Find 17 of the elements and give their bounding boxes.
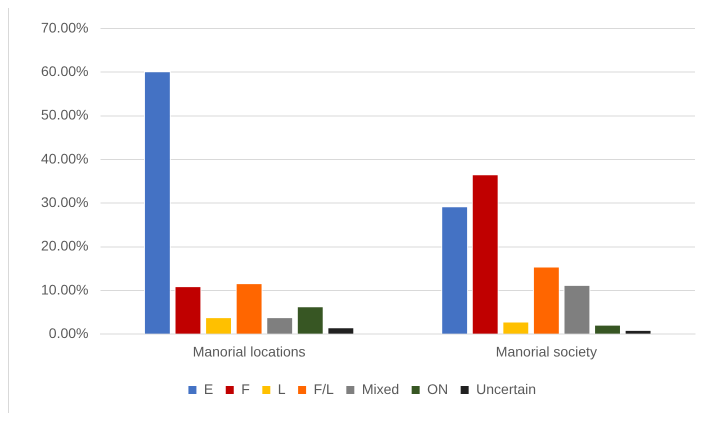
- x-tick-label: Manorial society: [496, 343, 597, 360]
- y-tick-label: 30.00%: [41, 194, 88, 210]
- legend-label: E: [204, 380, 214, 397]
- y-tick-label: 70.00%: [41, 19, 88, 36]
- legend-label: ON: [427, 380, 448, 397]
- legend-label: L: [278, 380, 286, 397]
- x-tick-label: Manorial locations: [192, 343, 306, 360]
- legend-label: F: [241, 380, 250, 397]
- legend-label: Uncertain: [476, 380, 536, 397]
- y-tick-label: 40.00%: [41, 150, 88, 166]
- y-tick-label: 0.00%: [48, 325, 88, 342]
- y-tick-label: 50.00%: [41, 106, 88, 123]
- legend-label: Mixed: [362, 380, 400, 397]
- legend-label: F/L: [314, 380, 334, 397]
- y-tick-label: 10.00%: [41, 281, 88, 298]
- y-tick-label: 60.00%: [41, 62, 88, 79]
- y-tick-label: 20.00%: [41, 238, 88, 254]
